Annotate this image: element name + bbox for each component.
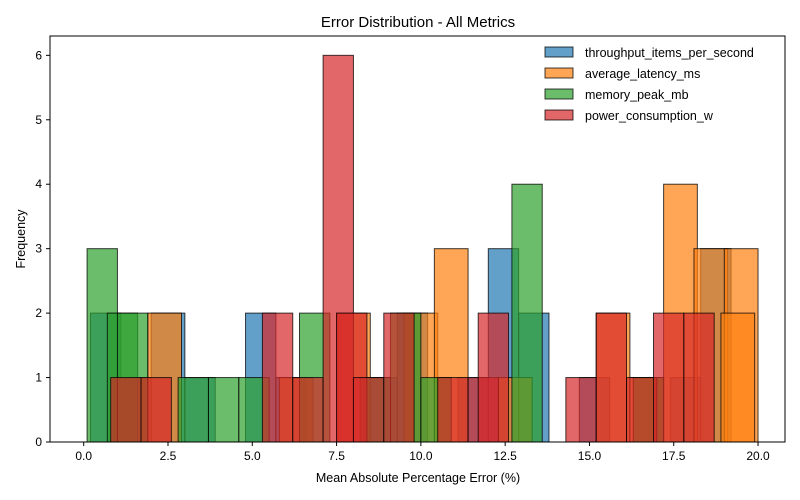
chart-title: Error Distribution - All Metrics xyxy=(321,14,515,31)
legend-label-throughput_items_per_second: throughput_items_per_second xyxy=(585,46,754,60)
y-tick-label-0: 0 xyxy=(35,435,42,449)
x-tick-label-6: 15.0 xyxy=(578,449,602,463)
bar-power_consumption_w-10 xyxy=(477,312,510,443)
y-tick-label-1: 1 xyxy=(35,371,42,385)
y-tick-label-4: 4 xyxy=(35,177,42,191)
legend-label-power_consumption_w: power_consumption_w xyxy=(585,109,714,123)
bar-power_consumption_w-11 xyxy=(565,377,597,443)
x-axis-label: Mean Absolute Percentage Error (%) xyxy=(316,471,520,485)
y-tick-label-5: 5 xyxy=(35,113,42,127)
bar-memory_peak_mb-4 xyxy=(207,377,240,443)
bar-memory_peak_mb-3 xyxy=(177,377,209,443)
bar-power_consumption_w-2 xyxy=(261,312,294,443)
bars-layer xyxy=(86,54,759,443)
bar-power_consumption_w-0 xyxy=(110,377,142,443)
plot-frame xyxy=(49,35,786,443)
y-tick-label-6: 6 xyxy=(35,48,42,62)
bar-power_consumption_w-6 xyxy=(352,377,385,443)
bar-power_consumption_w-12 xyxy=(595,312,628,443)
x-tick-label-3: 7.5 xyxy=(328,449,345,463)
legend: throughput_items_per_second average_laten… xyxy=(544,46,754,123)
legend-swatch-power_consumption_w xyxy=(544,109,574,121)
x-tick-label-7: 17.5 xyxy=(662,449,686,463)
bar-power_consumption_w-14 xyxy=(653,312,685,443)
legend-swatch-average_latency_ms xyxy=(544,67,574,79)
bar-power_consumption_w-13 xyxy=(626,377,658,443)
x-tick-label-0: 0.0 xyxy=(75,449,92,463)
y-tick-label-3: 3 xyxy=(35,242,42,256)
x-tick-label-1: 2.5 xyxy=(160,449,177,463)
bar-average_latency_ms-12 xyxy=(720,312,756,443)
bar-power_consumption_w-1 xyxy=(140,377,172,443)
legend-label-average_latency_ms: average_latency_ms xyxy=(585,67,700,81)
x-tick-label-4: 10.0 xyxy=(409,449,433,463)
x-tick-label-8: 20.0 xyxy=(746,449,770,463)
y-axis-label: Frequency xyxy=(14,209,28,269)
bar-power_consumption_w-8 xyxy=(437,377,469,443)
legend-label-memory_peak_mb: memory_peak_mb xyxy=(585,88,689,102)
legend-swatch-throughput_items_per_second xyxy=(544,46,574,58)
bar-memory_peak_mb-10 xyxy=(511,183,543,443)
x-tick-label-5: 12.5 xyxy=(493,449,517,463)
bar-power_consumption_w-7 xyxy=(383,312,415,443)
x-tick-label-2: 5.0 xyxy=(244,449,261,463)
y-tick-label-2: 2 xyxy=(35,306,42,320)
bar-power_consumption_w-3 xyxy=(292,377,324,443)
bar-power_consumption_w-15 xyxy=(683,312,715,443)
legend-swatch-memory_peak_mb xyxy=(544,88,574,100)
x-axis: 0.0 2.5 5.0 7.5 10.0 12.5 15.0 17.5 20.0 xyxy=(75,442,770,463)
y-axis: 0 1 2 3 4 5 6 xyxy=(35,48,50,449)
